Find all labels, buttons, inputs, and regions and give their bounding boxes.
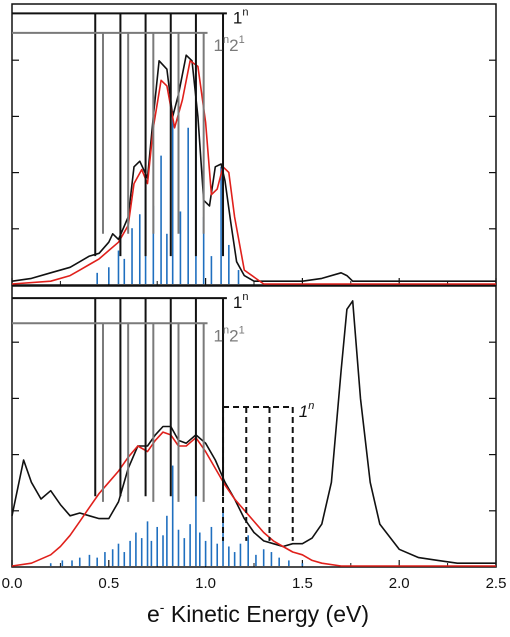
x-axis-title: e- Kinetic Energy (eV): [147, 599, 369, 627]
x-tick-label: 1.5: [292, 575, 313, 592]
x-tick-label: 0.0: [2, 575, 23, 592]
top-progression-1-label: 1n21: [214, 34, 245, 55]
x-axis-title-superscript: -: [160, 599, 165, 615]
bottom-progression-1-label-base2: 2: [229, 326, 238, 345]
bottom-progression-0-label-sup: n: [242, 291, 248, 303]
x-axis-title-prefix: e: [147, 601, 160, 627]
bottom-progression-2-label-base: 1: [299, 402, 308, 421]
x-tick-label: 0.5: [98, 575, 119, 592]
x-axis-title-text: Kinetic Energy (eV): [164, 601, 369, 627]
top-fit-line: [11, 59, 496, 285]
bottom-progression-1-label-base: 1: [214, 326, 223, 345]
top-progression-0-label-sup: n: [242, 6, 248, 18]
bottom-progression-2-label: 1n: [299, 400, 315, 421]
x-tick-label: 1.0: [195, 575, 216, 592]
bottom-progression-0-label: 1n: [233, 291, 249, 312]
top-progression-1-label-sup: n: [223, 34, 229, 46]
bottom-progression-0-label-base: 1: [233, 293, 242, 312]
top-panel-frame: [11, 3, 497, 286]
bottom-progression-1-label: 1n21: [214, 324, 245, 345]
x-tick-labels: 0.0 0.5 1.0 1.5 2.0 2.5: [2, 575, 507, 592]
top-progression-0-label-base: 1: [233, 8, 242, 27]
top-progression-1-label-sup2: 1: [239, 34, 245, 46]
top-progression-1-label-base2: 2: [229, 36, 238, 55]
bottom-panel-frame: [11, 285, 497, 568]
top-experiment-line: [11, 54, 496, 283]
bottom-experiment-line: [11, 300, 496, 565]
bottom-progression-2-label-sup: n: [308, 400, 314, 412]
bottom-progression-1-label-sup2: 1: [239, 324, 245, 336]
x-tick-label: 2.0: [389, 575, 410, 592]
top-progression-0-label: 1n: [233, 6, 249, 27]
bottom-fit-line: [11, 431, 496, 567]
top-progression-1-label-base: 1: [214, 36, 223, 55]
x-tick-label: 2.5: [486, 575, 507, 592]
bottom-progression-1-label-sup: n: [223, 324, 229, 336]
